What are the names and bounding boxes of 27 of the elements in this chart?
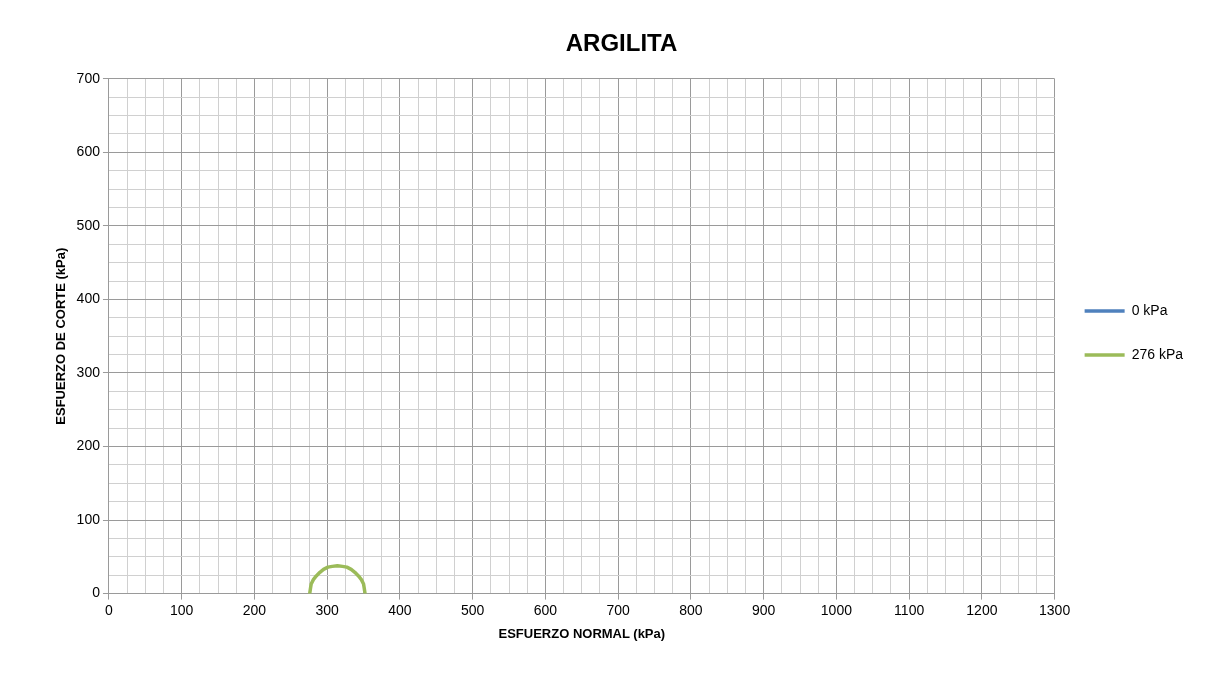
x-tick-label: 400: [388, 601, 412, 618]
y-tick-label: 200: [76, 437, 101, 454]
y-tick-label: 300: [76, 363, 101, 380]
x-tick-label: 1200: [966, 601, 998, 618]
x-tick-label: 600: [533, 601, 558, 618]
x-tick-label: 900: [751, 601, 776, 618]
y-tick-label: 700: [76, 69, 101, 86]
x-tick-label: 700: [606, 601, 631, 618]
chart-title: ARGILITA: [565, 29, 678, 57]
x-tick-label: 200: [242, 601, 267, 618]
x-tick-label: 300: [315, 601, 340, 618]
x-tick-label: 500: [461, 601, 485, 618]
x-tick-label: 100: [170, 601, 194, 618]
y-axis-title: ESFUERZO DE CORTE (kPa): [53, 247, 69, 425]
x-axis-title: ESFUERZO NORMAL (kPa): [498, 625, 666, 641]
x-tick-label: 800: [679, 601, 703, 618]
y-tick-label: 100: [76, 510, 101, 527]
legend-label: 276 kPa: [1131, 345, 1184, 362]
y-tick-label: 600: [76, 143, 101, 160]
x-tick-label: 1100: [894, 601, 925, 618]
y-tick-label: 0: [92, 584, 101, 601]
x-tick-label: 1000: [820, 601, 853, 618]
x-tick-label: 0: [105, 601, 114, 618]
x-tick-label: 1300: [1039, 601, 1071, 618]
y-tick-label: 400: [76, 290, 101, 307]
y-tick-label: 500: [76, 216, 101, 233]
legend-label: 0 kPa: [1131, 301, 1168, 318]
